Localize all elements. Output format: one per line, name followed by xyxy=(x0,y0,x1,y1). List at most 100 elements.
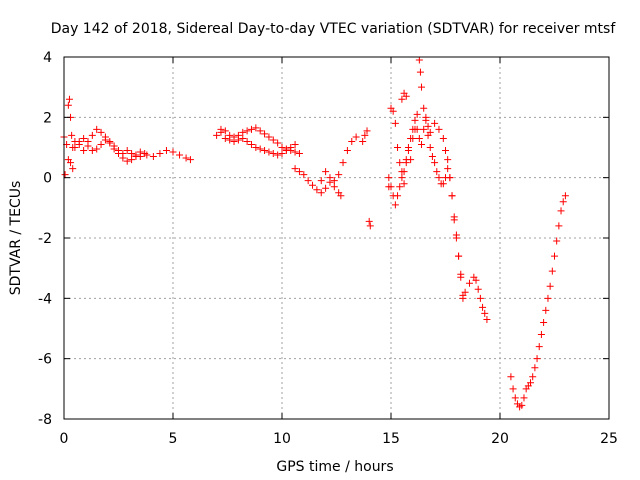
data-point xyxy=(265,148,273,156)
y-tick-label: -8 xyxy=(38,412,52,428)
data-point xyxy=(394,192,402,200)
data-point xyxy=(176,151,184,159)
data-point xyxy=(119,154,127,162)
data-point xyxy=(243,127,251,135)
data-point xyxy=(474,285,482,293)
data-point xyxy=(361,131,369,139)
data-point xyxy=(424,122,432,130)
series-arc-b xyxy=(64,134,149,173)
data-point xyxy=(402,92,410,100)
data-point xyxy=(559,198,567,206)
data-point xyxy=(365,217,373,225)
data-point xyxy=(67,159,75,167)
data-point xyxy=(93,125,101,133)
data-point xyxy=(457,273,465,281)
data-point xyxy=(132,151,140,159)
data-point xyxy=(300,171,308,179)
axis-ticks xyxy=(63,56,610,420)
grid-lines xyxy=(64,57,609,419)
x-tick-label: 10 xyxy=(273,431,291,447)
data-point xyxy=(531,364,539,372)
data-point xyxy=(64,101,72,109)
data-point xyxy=(546,282,554,290)
data-point xyxy=(230,137,238,145)
series-arc-f xyxy=(317,133,360,185)
series-arc-h xyxy=(365,217,374,230)
data-point xyxy=(278,150,286,158)
data-point xyxy=(537,331,545,339)
x-tick-label: 15 xyxy=(382,431,400,447)
data-point xyxy=(352,133,360,141)
data-point xyxy=(71,144,79,151)
data-point xyxy=(274,139,282,147)
data-point xyxy=(561,192,569,200)
data-point xyxy=(68,131,76,139)
data-point xyxy=(115,150,122,158)
data-point xyxy=(363,127,371,135)
data-point xyxy=(452,231,460,239)
data-point xyxy=(465,279,473,287)
data-point xyxy=(282,147,290,155)
data-point xyxy=(509,385,517,393)
data-point xyxy=(398,95,406,103)
series-arc-c xyxy=(213,124,303,158)
series-arc-k xyxy=(398,89,410,103)
data-point xyxy=(398,174,406,182)
data-point xyxy=(391,119,399,127)
data-point xyxy=(123,147,131,155)
y-tick-label: 2 xyxy=(43,110,52,126)
data-point xyxy=(420,125,428,133)
data-point xyxy=(88,147,96,155)
data-point xyxy=(359,137,367,145)
data-point xyxy=(335,171,343,179)
data-point xyxy=(337,192,345,200)
data-point xyxy=(322,184,330,192)
data-point xyxy=(479,303,487,311)
data-point xyxy=(156,150,164,158)
data-point xyxy=(61,171,69,179)
data-point xyxy=(317,189,325,197)
data-point xyxy=(507,373,515,381)
data-point xyxy=(433,168,441,176)
data-point xyxy=(309,181,317,189)
data-point xyxy=(511,394,519,402)
data-point xyxy=(295,168,303,176)
y-tick-label: 0 xyxy=(43,171,52,187)
data-point xyxy=(442,147,449,155)
data-point xyxy=(239,134,247,142)
data-point xyxy=(256,145,264,153)
data-point xyxy=(418,83,426,91)
data-point xyxy=(416,68,424,76)
data-point xyxy=(269,150,277,158)
y-tick-label: -4 xyxy=(38,291,52,307)
data-point xyxy=(413,110,421,118)
data-point xyxy=(317,177,325,185)
data-point xyxy=(450,213,458,221)
y-axis-label: SDTVAR / TECUs xyxy=(8,181,24,296)
data-point xyxy=(476,294,484,302)
data-point xyxy=(400,168,408,176)
data-point xyxy=(265,133,273,141)
data-point xyxy=(80,147,88,155)
data-point xyxy=(481,309,489,317)
data-point xyxy=(544,294,552,302)
data-point xyxy=(391,201,399,209)
data-point xyxy=(387,183,395,191)
data-point xyxy=(422,113,430,121)
data-point xyxy=(278,144,286,151)
data-point xyxy=(472,276,480,284)
data-point xyxy=(542,306,550,314)
series-arc-l xyxy=(461,273,491,323)
data-point xyxy=(247,140,255,148)
data-point xyxy=(461,288,469,296)
data-point xyxy=(128,156,136,164)
data-point xyxy=(483,315,491,323)
data-point xyxy=(431,159,439,167)
data-point xyxy=(261,130,269,138)
data-point xyxy=(444,156,452,164)
x-tick-label: 25 xyxy=(600,431,618,447)
data-points xyxy=(60,56,569,411)
data-point xyxy=(428,153,436,161)
data-point xyxy=(322,168,330,176)
data-point xyxy=(269,136,277,144)
